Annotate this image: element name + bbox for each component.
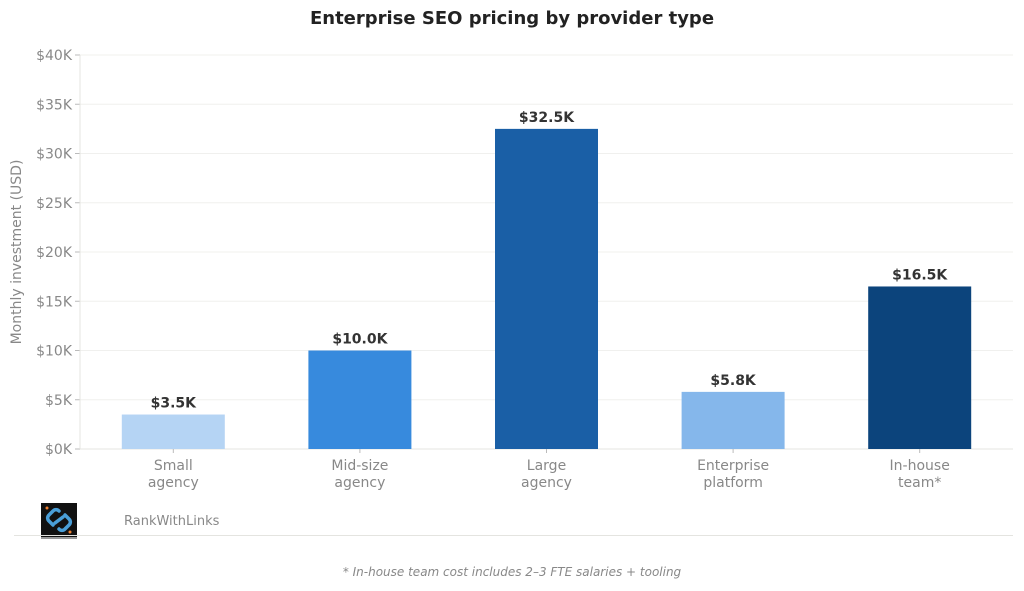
chain-link-icon <box>41 503 77 539</box>
y-tick-label: $15K <box>36 294 73 310</box>
x-tick-label: platform <box>703 475 763 491</box>
bar <box>308 350 412 449</box>
bar <box>681 391 785 449</box>
x-tick-label: agency <box>148 475 199 491</box>
brand-name: RankWithLinks <box>124 514 220 529</box>
x-tick-label: agency <box>334 475 385 491</box>
x-tick-label: agency <box>521 475 572 491</box>
data-label: $5.8K <box>710 373 757 389</box>
y-tick-label: $35K <box>36 97 73 113</box>
bar <box>495 128 598 449</box>
y-tick-label: $25K <box>36 196 73 212</box>
data-label: $16.5K <box>892 267 948 283</box>
y-tick-label: $5K <box>45 393 73 409</box>
y-tick-label: $0K <box>45 442 73 458</box>
y-tick-label: $30K <box>36 147 73 163</box>
data-label: $3.5K <box>151 396 198 412</box>
x-tick-label: Enterprise <box>697 458 769 474</box>
x-tick-label: team* <box>898 475 941 491</box>
y-axis-label: Monthly investment (USD) <box>9 160 25 345</box>
divider <box>14 535 1013 536</box>
x-tick-label: Small <box>154 458 193 474</box>
y-tick-label: $10K <box>36 344 73 360</box>
bar <box>868 286 972 449</box>
x-tick-label: In-house <box>890 458 950 474</box>
x-tick-label: Large <box>527 458 566 474</box>
bar <box>121 414 225 449</box>
footnote: * In-house team cost includes 2–3 FTE sa… <box>342 565 682 579</box>
bar-chart: $0K $5K $10K $15K $20K $25K $30K $35K $40K Monthl… <box>9 48 1013 491</box>
data-label: $10.0K <box>332 332 388 348</box>
chart-title: Enterprise SEO pricing by provider type <box>309 8 715 29</box>
x-tick-label: Mid-size <box>331 458 388 474</box>
y-tick-label: $20K <box>36 245 73 261</box>
data-label: $32.5K <box>519 110 575 126</box>
y-tick-label: $40K <box>36 48 73 64</box>
